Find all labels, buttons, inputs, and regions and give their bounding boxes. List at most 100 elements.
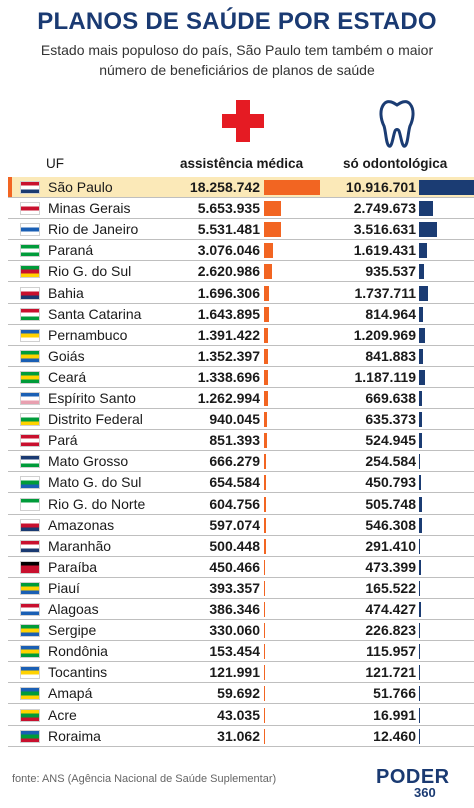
page-title: PLANOS DE SAÚDE POR ESTADO xyxy=(37,8,437,35)
state-name: Minas Gerais xyxy=(48,200,131,217)
table-row: Rio G. do Norte 604.756 505.748 xyxy=(8,494,474,515)
column-header-medical: assistência médica xyxy=(180,156,304,171)
dental-value-label: 1.737.711 xyxy=(354,284,416,301)
state-name: Amapá xyxy=(48,685,93,702)
dental-bar xyxy=(419,517,422,533)
column-header-dental: só odontológica xyxy=(343,156,448,171)
medical-bar xyxy=(264,517,266,533)
dental-value-label: 121.721 xyxy=(365,664,416,681)
medical-bar xyxy=(264,475,266,491)
state-name: Sergipe xyxy=(48,622,97,639)
state-name: Piauí xyxy=(48,579,80,596)
table-row: Acre 43.035 16.991 xyxy=(8,705,474,726)
dental-value-label: 291.410 xyxy=(365,537,416,554)
state-flag-icon xyxy=(20,603,40,616)
page-subtitle: Estado mais populoso do país, São Paulo … xyxy=(40,42,434,78)
highlight-marker xyxy=(8,177,12,198)
dental-value-label: 3.516.631 xyxy=(353,221,416,238)
table-row: Paraíba 450.466 473.399 xyxy=(8,557,474,578)
state-name: Tocantins xyxy=(48,664,108,681)
table-row: Pernambuco 1.391.422 1.209.969 xyxy=(8,325,474,346)
dental-bar xyxy=(419,264,424,280)
dental-bar xyxy=(419,243,428,259)
state-flag-icon xyxy=(20,518,40,532)
state-flag-icon xyxy=(20,476,40,490)
dental-value-label: 669.638 xyxy=(365,390,416,406)
dental-bar xyxy=(419,285,428,301)
medical-bar xyxy=(264,665,265,681)
dental-value-label: 814.964 xyxy=(365,305,416,322)
medical-value-label: 18.258.742 xyxy=(189,179,260,195)
state-name: Distrito Federal xyxy=(48,411,143,428)
table-row: Roraima 31.062 12.460 xyxy=(8,726,474,747)
dental-bar xyxy=(419,580,420,596)
state-flag-icon xyxy=(20,265,40,279)
table-row: Espírito Santo 1.262.994 669.638 xyxy=(8,388,474,410)
state-flag-icon xyxy=(20,349,40,363)
state-flag-icon xyxy=(20,687,40,701)
dental-bar xyxy=(419,665,420,681)
medical-value-label: 500.448 xyxy=(209,537,260,554)
medical-value-label: 5.531.481 xyxy=(197,221,260,238)
dental-bar xyxy=(419,475,422,491)
state-name: São Paulo xyxy=(48,179,113,195)
dental-value-label: 115.957 xyxy=(366,643,416,660)
medical-bar xyxy=(264,348,269,364)
state-name: Ceará xyxy=(48,368,87,385)
dental-bar xyxy=(419,602,422,617)
dental-value-label: 473.399 xyxy=(365,558,416,575)
state-name: Rio de Janeiro xyxy=(48,221,139,238)
state-flag-icon xyxy=(20,307,40,321)
medical-bar xyxy=(264,327,269,343)
state-flag-icon xyxy=(20,455,40,469)
medical-bar xyxy=(264,580,266,596)
state-name: Pernambuco xyxy=(48,326,128,343)
medical-bar xyxy=(264,306,270,322)
state-name: Mato Grosso xyxy=(48,453,129,470)
medical-value-label: 5.653.935 xyxy=(197,200,260,217)
table-row: Amazonas 597.074 546.308 xyxy=(8,515,474,536)
state-name: Rio G. do Sul xyxy=(48,263,132,280)
table-row: Santa Catarina 1.643.895 814.964 xyxy=(8,304,474,325)
dental-value-label: 16.991 xyxy=(373,706,416,723)
dental-value-label: 51.766 xyxy=(373,685,416,702)
medical-bar xyxy=(264,369,269,385)
medical-value-label: 2.620.986 xyxy=(197,263,260,280)
table-row: Piauí 393.357 165.522 xyxy=(8,578,474,599)
state-name: Santa Catarina xyxy=(48,305,142,322)
medical-value-label: 153.454 xyxy=(209,643,260,660)
medical-bar xyxy=(264,538,266,554)
state-flag-icon xyxy=(20,370,40,384)
medical-value-label: 1.338.696 xyxy=(197,368,260,385)
medical-bar xyxy=(264,496,266,512)
state-flag-icon xyxy=(20,624,40,638)
table-row: Rio G. do Sul 2.620.986 935.537 xyxy=(8,261,474,283)
dental-value-label: 254.584 xyxy=(365,453,416,470)
state-flag-icon xyxy=(20,328,40,342)
dental-bar xyxy=(419,559,422,575)
medical-bar xyxy=(264,391,268,406)
medical-bar xyxy=(264,222,281,238)
state-name: Rondônia xyxy=(48,643,108,660)
state-flag-icon xyxy=(20,413,40,427)
medical-value-label: 597.074 xyxy=(209,516,260,533)
medical-value-label: 1.352.397 xyxy=(197,347,260,364)
dental-value-label: 546.308 xyxy=(365,516,416,533)
table-row: Rio de Janeiro 5.531.481 3.516.631 xyxy=(8,219,474,241)
medical-bar xyxy=(264,285,270,301)
dental-value-label: 524.945 xyxy=(365,432,416,449)
table-row: São Paulo 18.258.742 10.916.701 xyxy=(8,177,474,199)
medical-value-label: 386.346 xyxy=(209,601,260,617)
dental-bar xyxy=(419,623,421,639)
dental-value-label: 1.619.431 xyxy=(353,242,416,259)
medical-bar xyxy=(264,201,282,217)
state-name: Amazonas xyxy=(48,516,115,533)
table-row: Sergipe 330.060 226.823 xyxy=(8,620,474,642)
medical-bar xyxy=(264,264,273,280)
state-flag-icon xyxy=(20,729,40,743)
medical-value-label: 393.357 xyxy=(209,579,260,596)
dental-value-label: 226.823 xyxy=(365,622,416,639)
logo-number: 360 xyxy=(414,785,436,800)
state-flag-icon xyxy=(20,223,40,237)
dental-value-label: 935.537 xyxy=(365,263,416,280)
